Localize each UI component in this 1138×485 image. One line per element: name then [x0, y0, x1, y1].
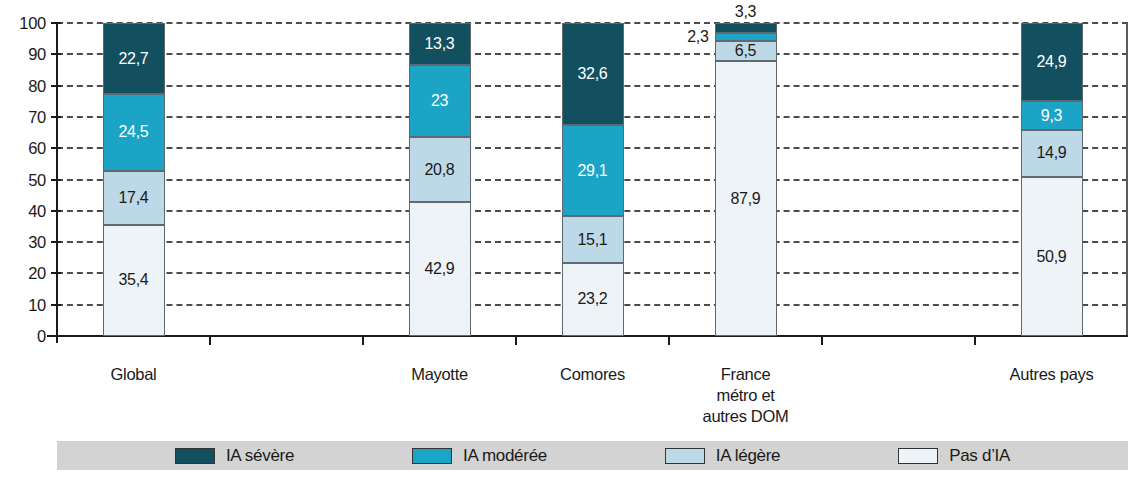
stacked-bar-chart: 0 10 20 30 40 50 60 70 80 90 100 35,417,424,522,7 Gl…	[0, 0, 1138, 485]
legend-label: IA légère	[716, 446, 780, 466]
value-label: 2,3	[649, 27, 709, 47]
value-label: 17,4	[103, 171, 165, 225]
value-label: 15,1	[562, 216, 624, 263]
legend-label: IA modérée	[463, 446, 547, 466]
category-label: Autres pays	[977, 364, 1127, 385]
value-label: 3,3	[716, 2, 776, 22]
legend-item: IA légère	[665, 446, 780, 466]
y-axis-tick	[51, 147, 61, 149]
legend-item: Pas d’IA	[898, 446, 1010, 466]
y-axis-label: 30	[4, 233, 46, 252]
plot-right-border	[1126, 23, 1128, 336]
value-label: 6,5	[715, 41, 777, 61]
y-axis-label: 0	[4, 327, 46, 346]
value-label: 42,9	[409, 202, 471, 336]
y-axis-label: 70	[4, 108, 46, 127]
value-label: 24,5	[103, 94, 165, 171]
y-axis-tick	[51, 116, 61, 118]
x-axis-tick	[821, 336, 823, 345]
category-label: Comores	[518, 364, 668, 385]
y-axis-line	[56, 23, 58, 343]
x-axis-tick	[362, 336, 364, 345]
category-label: Mayotte	[365, 364, 515, 385]
y-axis-label: 60	[4, 139, 46, 158]
legend-swatch-icon	[898, 448, 938, 464]
y-axis-label: 90	[4, 45, 46, 64]
y-axis-label: 50	[4, 171, 46, 190]
legend-swatch-icon	[665, 448, 705, 464]
y-axis-tick	[51, 272, 61, 274]
value-label: 87,9	[715, 61, 777, 336]
value-label: 14,9	[1021, 130, 1083, 177]
value-label: 20,8	[409, 137, 471, 202]
x-axis-tick	[974, 336, 976, 345]
y-axis-label: 40	[4, 202, 46, 221]
value-label: 22,7	[103, 23, 165, 94]
y-axis-tick	[51, 241, 61, 243]
legend-item: IA sévère	[175, 446, 294, 466]
y-axis-tick	[51, 22, 61, 24]
y-axis-label: 80	[4, 77, 46, 96]
legend-item: IA modérée	[412, 446, 547, 466]
value-label: 32,6	[562, 23, 624, 125]
legend: IA sévère IA modérée IA légère Pas d’IA	[57, 441, 1128, 470]
y-axis-tick	[51, 179, 61, 181]
x-axis-tick	[668, 336, 670, 345]
y-axis-label: 20	[4, 264, 46, 283]
value-label: 50,9	[1021, 177, 1083, 336]
value-label: 9,3	[1021, 101, 1083, 130]
category-label: Global	[59, 364, 209, 385]
value-label: 29,1	[562, 125, 624, 216]
y-axis-tick	[51, 85, 61, 87]
bar-segment	[715, 33, 777, 40]
value-label: 24,9	[1021, 23, 1083, 101]
y-axis-tick	[51, 53, 61, 55]
bar-segment	[715, 23, 777, 33]
x-axis-tick	[515, 336, 517, 345]
x-axis-tick	[209, 336, 211, 345]
value-label: 35,4	[103, 225, 165, 336]
legend-swatch-icon	[175, 448, 215, 464]
y-axis-label: 100	[4, 14, 46, 33]
y-axis-label: 10	[4, 296, 46, 315]
value-label: 23,2	[562, 263, 624, 336]
legend-label: IA sévère	[226, 446, 294, 466]
legend-swatch-icon	[412, 448, 452, 464]
category-label: France métro et autres DOM	[671, 364, 821, 427]
y-axis-tick	[51, 304, 61, 306]
legend-label: Pas d’IA	[949, 446, 1010, 466]
value-label: 23	[409, 65, 471, 137]
value-label: 13,3	[409, 23, 471, 65]
y-axis-tick	[51, 210, 61, 212]
